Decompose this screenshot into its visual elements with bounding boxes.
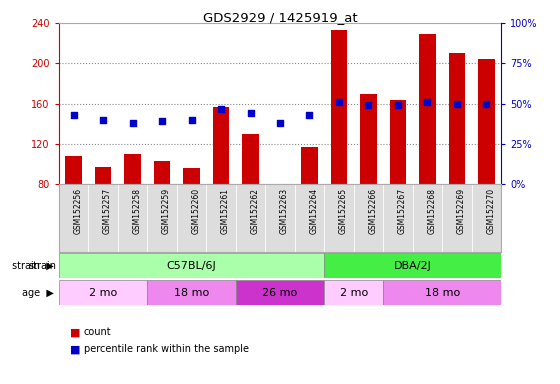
Text: GSM152266: GSM152266 [368, 188, 377, 234]
Text: GSM152257: GSM152257 [103, 188, 112, 234]
Bar [324, 280, 383, 305]
Text: GSM152270: GSM152270 [487, 188, 496, 234]
Bar [206, 184, 236, 252]
Text: 2 mo: 2 mo [339, 288, 368, 298]
Bar [442, 184, 472, 252]
Text: GSM152265: GSM152265 [339, 188, 348, 234]
Bar [66, 156, 82, 184]
Bar [413, 184, 442, 252]
Text: GSM152258: GSM152258 [133, 188, 142, 234]
Text: age  ▶: age ▶ [22, 288, 54, 298]
Text: C57BL/6J: C57BL/6J [167, 261, 216, 271]
Point [187, 117, 196, 123]
Bar [59, 184, 88, 252]
Bar [59, 253, 324, 278]
Bar [354, 184, 383, 252]
Point [217, 106, 226, 112]
Bar [147, 280, 236, 305]
Text: GDS2929 / 1425919_at: GDS2929 / 1425919_at [203, 12, 357, 25]
Text: 18 mo: 18 mo [174, 288, 209, 298]
Point [423, 99, 432, 105]
Point [305, 112, 314, 118]
Bar [147, 184, 177, 252]
Bar [154, 161, 170, 184]
Text: GSM152263: GSM152263 [280, 188, 289, 234]
Bar [59, 280, 147, 305]
Point [394, 102, 403, 108]
Text: GSM152262: GSM152262 [250, 188, 259, 234]
Text: percentile rank within the sample: percentile rank within the sample [84, 344, 249, 354]
Bar [301, 147, 318, 184]
Point [276, 120, 284, 126]
Point [128, 120, 137, 126]
Point [452, 101, 461, 107]
Text: 18 mo: 18 mo [424, 288, 460, 298]
Text: GSM152269: GSM152269 [457, 188, 466, 234]
Text: ■: ■ [70, 327, 81, 337]
Bar [184, 168, 199, 184]
Text: GSM152259: GSM152259 [162, 188, 171, 234]
Point [157, 118, 166, 124]
Bar [236, 280, 324, 305]
Point [364, 102, 373, 108]
Bar [472, 184, 501, 252]
Bar [478, 60, 494, 184]
Bar [242, 134, 259, 184]
Bar [124, 154, 141, 184]
Text: count: count [84, 327, 111, 337]
Text: DBA/2J: DBA/2J [394, 261, 432, 271]
Text: 26 mo: 26 mo [263, 288, 297, 298]
Bar [383, 280, 501, 305]
Bar [295, 184, 324, 252]
Text: ■: ■ [70, 344, 81, 354]
Bar [88, 184, 118, 252]
Text: GSM152264: GSM152264 [310, 188, 319, 234]
Point [482, 101, 491, 107]
Point [334, 99, 343, 105]
Text: strain  ▶: strain ▶ [12, 261, 54, 271]
Bar [118, 184, 147, 252]
Bar [383, 184, 413, 252]
Text: GSM152267: GSM152267 [398, 188, 407, 234]
Bar [95, 167, 111, 184]
Point [246, 110, 255, 116]
Bar [361, 94, 376, 184]
Bar [177, 184, 206, 252]
Text: strain: strain [28, 261, 56, 271]
Point [69, 112, 78, 118]
Bar [265, 184, 295, 252]
Text: GSM152256: GSM152256 [73, 188, 82, 234]
Point [99, 117, 108, 123]
Bar [449, 53, 465, 184]
Bar [324, 253, 501, 278]
Bar [324, 184, 354, 252]
Bar [419, 34, 436, 184]
Bar [213, 107, 229, 184]
Bar [390, 100, 406, 184]
Bar [236, 184, 265, 252]
Text: GSM152260: GSM152260 [192, 188, 200, 234]
Text: 2 mo: 2 mo [89, 288, 117, 298]
Text: GSM152261: GSM152261 [221, 188, 230, 234]
Bar [331, 30, 347, 184]
Text: GSM152268: GSM152268 [427, 188, 436, 234]
